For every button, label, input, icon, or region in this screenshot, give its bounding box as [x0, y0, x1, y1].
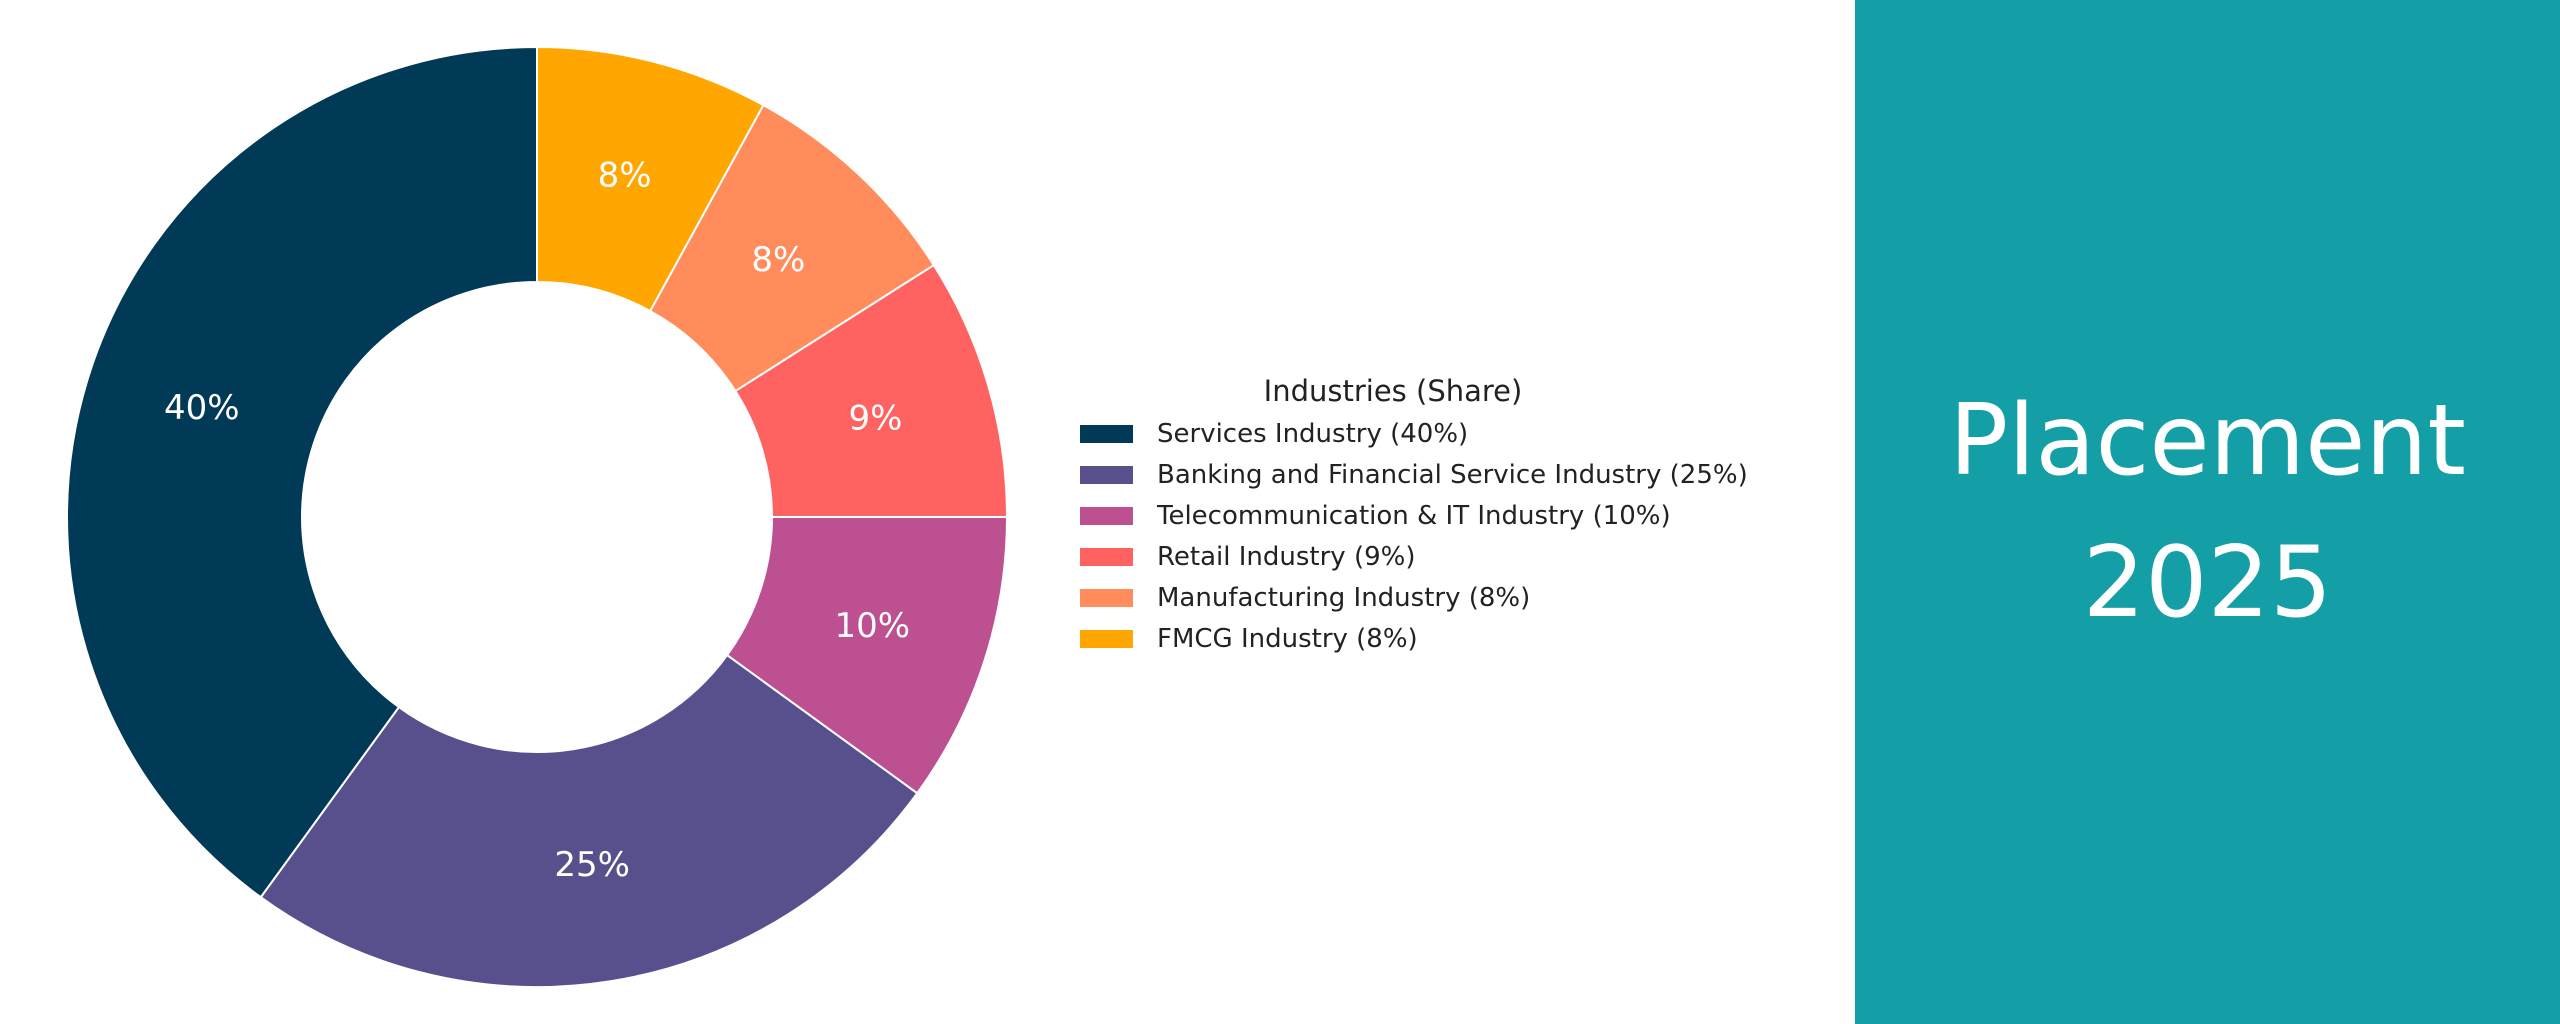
donut-slice-2	[725, 516, 1009, 795]
legend-swatch-3	[1080, 548, 1133, 566]
legend-label-3: Retail Industry (9%)	[1157, 542, 1415, 572]
legend-label-2: Telecommunication & IT Industry (10%)	[1156, 501, 1671, 531]
slice-label-2: 10%	[834, 606, 910, 646]
slice-label-0: 40%	[164, 388, 240, 428]
legend-swatch-5	[1080, 630, 1133, 648]
side-panel: Placement 2025	[1855, 0, 2560, 1024]
slice-label-5: 8%	[598, 156, 652, 196]
donut-chart: 8% 8% 9% 10% 25% 40% Industries (Share) Servi…	[66, 45, 1748, 988]
legend-label-1: Banking and Financial Service Industry (…	[1157, 460, 1748, 490]
slice-label-3: 9%	[849, 399, 903, 439]
donut-slice-1	[259, 653, 919, 988]
legend-title: Industries (Share)	[1264, 374, 1523, 408]
slice-label-1: 25%	[554, 845, 630, 885]
legend-label-5: FMCG Industry (8%)	[1157, 624, 1418, 654]
page-title: Placement 2025	[1949, 370, 2466, 654]
legend-swatch-0	[1080, 425, 1133, 443]
legend-swatch-4	[1080, 589, 1133, 607]
legend-label-4: Manufacturing Industry (8%)	[1157, 583, 1530, 613]
chart-legend: Industries (Share) Services Industry (40…	[1080, 374, 1748, 654]
legend-swatch-2	[1080, 507, 1133, 525]
legend-label-0: Services Industry (40%)	[1157, 419, 1468, 449]
slice-label-4: 8%	[751, 240, 805, 280]
donut-slice-0	[66, 45, 538, 899]
title-line-1: Placement	[1949, 384, 2466, 498]
title-line-2: 2025	[2082, 526, 2333, 640]
legend-swatch-1	[1080, 466, 1133, 484]
